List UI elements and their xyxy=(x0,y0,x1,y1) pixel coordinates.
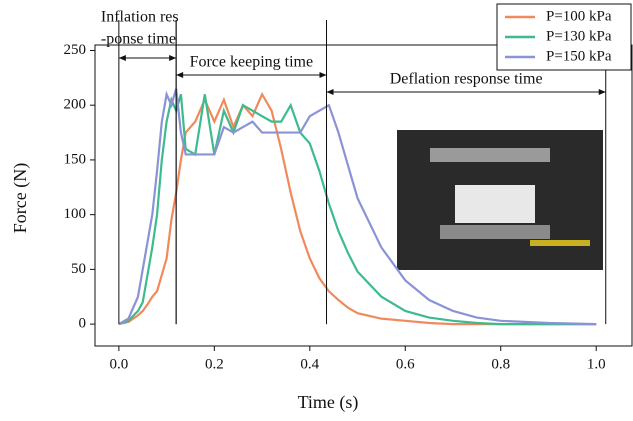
inset-photo-part xyxy=(430,148,550,162)
inset-photo-part xyxy=(455,185,535,223)
x-tick-label: 0.8 xyxy=(491,356,510,372)
phase-label: Deflation response time xyxy=(390,71,543,88)
legend-label: P=100 kPa xyxy=(546,8,612,24)
phase-label: Force keeping time xyxy=(190,54,314,71)
data-line xyxy=(118,93,597,326)
data-line xyxy=(118,88,597,326)
x-tick-label: 0.6 xyxy=(396,356,415,372)
legend-label: P=150 kPa xyxy=(546,48,612,64)
y-tick-label: 100 xyxy=(64,206,87,222)
y-tick-label: 0 xyxy=(79,316,87,332)
x-tick-label: 0.0 xyxy=(109,356,128,372)
x-axis-label: Time (s) xyxy=(298,392,359,413)
legend-label: P=130 kPa xyxy=(546,28,612,44)
x-tick-label: 0.4 xyxy=(300,356,319,372)
plot-frame xyxy=(94,44,633,347)
y-tick-label: 50 xyxy=(71,261,86,277)
data-line xyxy=(118,91,597,326)
y-tick-label: 200 xyxy=(64,97,87,113)
y-axis-label: Force (N) xyxy=(10,163,31,233)
phase-label: -ponse time xyxy=(101,31,176,48)
inset-photo-part xyxy=(440,225,550,239)
inset-photo-part xyxy=(530,240,590,246)
x-tick-label: 0.2 xyxy=(205,356,224,372)
arrow-head xyxy=(118,55,177,61)
phase-label: Inflation res xyxy=(101,9,179,26)
x-tick-label: 1.0 xyxy=(587,356,606,372)
y-tick-label: 250 xyxy=(64,42,87,58)
y-tick-label: 150 xyxy=(64,151,87,167)
